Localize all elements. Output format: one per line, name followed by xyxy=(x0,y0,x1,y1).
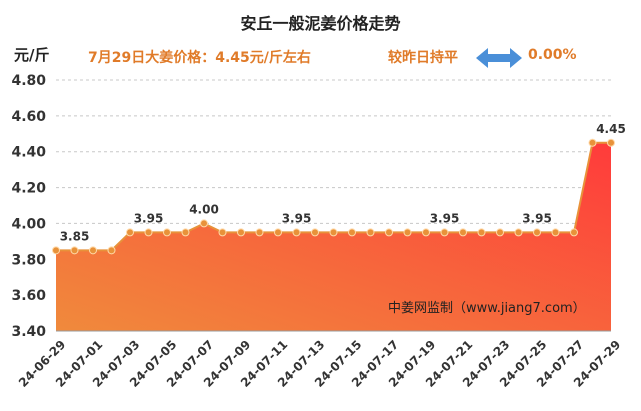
data-point xyxy=(70,246,79,255)
data-label: 3.95 xyxy=(430,211,460,225)
data-label: 4.45 xyxy=(596,122,626,136)
y-tick-label: 4.80 xyxy=(11,73,46,89)
data-point xyxy=(403,228,412,237)
data-point xyxy=(126,228,134,237)
data-point xyxy=(459,228,467,237)
y-tick-label: 3.40 xyxy=(11,324,46,340)
data-point xyxy=(366,228,375,237)
data-label: 3.85 xyxy=(60,229,90,243)
data-point xyxy=(200,219,208,228)
data-point xyxy=(218,228,227,237)
price-info: 7月29日大姜价格：4.45元/斤左右 xyxy=(88,50,311,66)
data-point xyxy=(89,246,97,255)
watermark: 中姜网监制（www.jiang7.com） xyxy=(388,301,586,316)
chart-title: 安丘一般泥姜价格走势 xyxy=(240,14,401,33)
data-point xyxy=(255,228,264,237)
price-area xyxy=(56,142,611,331)
data-point xyxy=(348,228,356,237)
data-point xyxy=(107,246,116,255)
data-point xyxy=(311,228,319,237)
data-point xyxy=(514,228,523,237)
data-point xyxy=(292,228,301,237)
y-tick-label: 4.20 xyxy=(11,181,46,197)
data-point xyxy=(52,246,60,255)
data-point xyxy=(477,228,486,237)
double-arrow-icon xyxy=(476,46,522,74)
y-tick-label: 3.60 xyxy=(11,288,46,304)
change-label: 较昨日持平 xyxy=(388,50,458,66)
data-label: 3.95 xyxy=(134,211,164,225)
data-label: 3.95 xyxy=(282,211,312,225)
data-point xyxy=(237,228,245,237)
data-point xyxy=(274,228,282,237)
data-point xyxy=(533,228,541,237)
data-point xyxy=(496,228,504,237)
data-point xyxy=(181,228,190,237)
change-value: 0.00% xyxy=(528,47,577,63)
y-axis-unit: 元/斤 xyxy=(14,46,50,64)
data-point xyxy=(588,138,597,147)
data-label: 4.00 xyxy=(189,202,219,216)
y-tick-label: 4.40 xyxy=(11,145,46,161)
data-point xyxy=(607,138,615,147)
y-tick-label: 4.00 xyxy=(11,216,46,232)
data-label: 3.95 xyxy=(522,211,552,225)
data-point xyxy=(385,228,393,237)
data-point xyxy=(163,228,171,237)
data-point xyxy=(422,228,430,237)
y-tick-label: 3.80 xyxy=(11,252,46,268)
data-point xyxy=(144,228,153,237)
data-point xyxy=(570,228,578,237)
data-point xyxy=(440,228,449,237)
data-point xyxy=(329,228,338,237)
data-point xyxy=(551,228,560,237)
y-tick-label: 4.60 xyxy=(11,109,46,125)
